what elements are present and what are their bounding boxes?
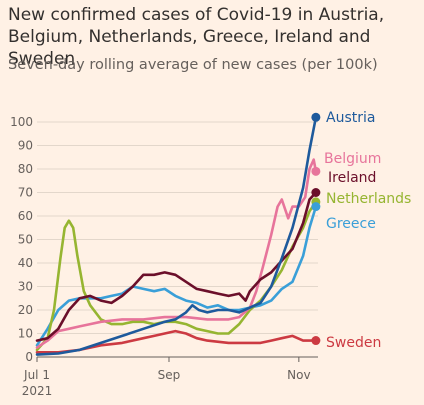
x-tick-label: Jul 1 — [23, 368, 50, 382]
series-line-sweden — [35, 329, 318, 354]
series-label-netherlands: Netherlands — [326, 191, 411, 207]
series-label-belgium: Belgium — [324, 151, 381, 167]
y-tick-label: 80 — [18, 162, 33, 176]
y-tick-label: 50 — [18, 233, 33, 247]
end-dot-greece — [311, 202, 321, 212]
x-tick-label: Nov — [287, 368, 310, 382]
series-line-austria — [35, 116, 318, 356]
end-dot-sweden — [311, 336, 321, 346]
series-label-greece: Greece — [326, 216, 376, 232]
chart-subtitle: Seven-day rolling average of new cases (… — [8, 57, 378, 73]
series-line-ireland — [35, 191, 318, 342]
y-tick-label: 100 — [10, 115, 33, 129]
series-label-ireland: Ireland — [328, 170, 376, 186]
end-dot-austria — [311, 112, 321, 122]
y-tick-label: 30 — [18, 280, 33, 294]
y-tick-label: 70 — [18, 186, 33, 200]
y-tick-label: 20 — [18, 303, 33, 317]
y-tick-label: 60 — [18, 209, 33, 223]
series-label-sweden: Sweden — [326, 335, 381, 351]
x-tick-sublabel: 2021 — [22, 384, 53, 398]
series-label-austria: Austria — [326, 110, 375, 126]
y-tick-label: 0 — [25, 350, 33, 364]
y-tick-label: 10 — [18, 327, 33, 341]
x-tick-label: Sep — [158, 368, 181, 382]
chart-title: New confirmed cases of Covid-19 in Austr… — [8, 5, 385, 69]
end-dot-belgium — [311, 166, 321, 176]
series-line-belgium — [35, 158, 318, 349]
y-tick-label: 40 — [18, 256, 33, 270]
end-dot-ireland — [311, 188, 321, 197]
y-tick-label: 90 — [18, 139, 33, 153]
